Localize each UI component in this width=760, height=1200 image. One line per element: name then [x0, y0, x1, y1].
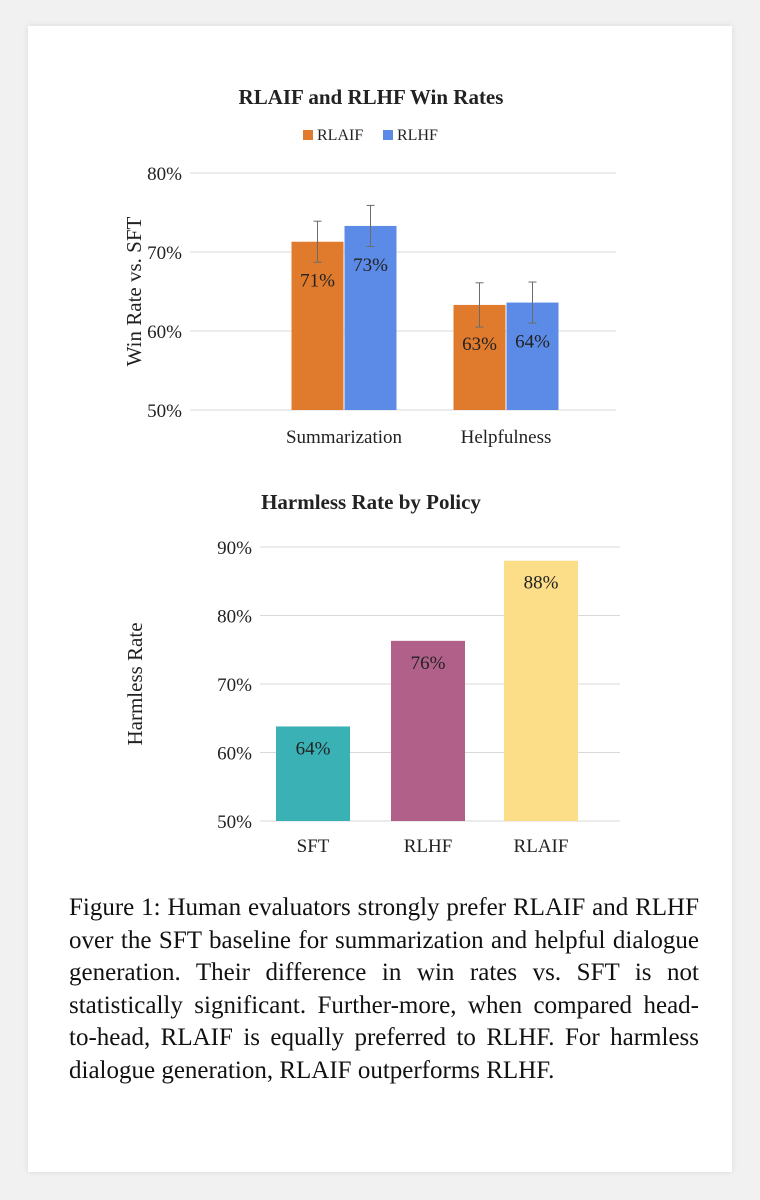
y-tick-label: 60% [217, 744, 252, 765]
data-label: 76% [411, 653, 446, 674]
y-tick-label: 50% [147, 401, 182, 422]
legend-swatch-rlhf [383, 130, 393, 140]
bar-sft [276, 726, 350, 821]
y-axis-label: Harmless Rate [123, 622, 147, 745]
legend-swatch-rlaif [303, 130, 313, 140]
data-label: 63% [462, 334, 497, 355]
x-tick-label: Helpfulness [461, 427, 552, 448]
y-tick-label: 60% [147, 322, 182, 343]
y-tick-label: 80% [217, 607, 252, 628]
chart-title: RLAIF and RLHF Win Rates [239, 85, 504, 109]
y-tick-label: 50% [217, 812, 252, 833]
y-tick-label: 70% [217, 675, 252, 696]
legend-label-rlaif: RLAIF [317, 127, 363, 144]
win-rate-chart: RLAIF and RLHF Win Rates RLAIF RLHF 50% 60% 7… [28, 26, 732, 466]
harmless-rate-chart-svg: Harmless Rate by Policy 50% 60% 70% 80% 90% Ha… [123, 490, 620, 857]
x-tick-label: RLHF [404, 836, 453, 857]
figure-card: RLAIF and RLHF Win Rates RLAIF RLHF 50% 60% 7… [28, 26, 732, 1172]
bar-rlaif [504, 560, 578, 821]
data-label: 88% [524, 573, 559, 594]
data-label: 64% [296, 738, 331, 759]
data-label: 71% [300, 271, 335, 292]
win-rate-chart-svg: RLAIF and RLHF Win Rates RLAIF RLHF 50% 60% 7… [122, 85, 616, 448]
data-label: 64% [515, 332, 550, 353]
legend-label-rlhf: RLHF [397, 127, 438, 144]
x-tick-label: RLAIF [514, 836, 569, 857]
bar-rlhf-summarization [344, 225, 397, 410]
y-tick-label: 80% [147, 164, 182, 185]
chart-title: Harmless Rate by Policy [261, 490, 481, 514]
y-tick-label: 90% [217, 538, 252, 559]
x-tick-label: Summarization [286, 427, 403, 448]
bar-rlaif-summarization [291, 241, 344, 410]
harmless-rate-chart: Harmless Rate by Policy 50% 60% 70% 80% 90% Ha… [28, 481, 732, 881]
x-tick-label: SFT [297, 836, 330, 857]
data-label: 73% [353, 255, 388, 276]
bar-rlhf [391, 640, 465, 821]
y-tick-label: 70% [147, 243, 182, 264]
y-axis-label: Win Rate vs. SFT [122, 217, 146, 367]
figure-caption: Figure 1: Human evaluators strongly pref… [69, 894, 699, 1084]
